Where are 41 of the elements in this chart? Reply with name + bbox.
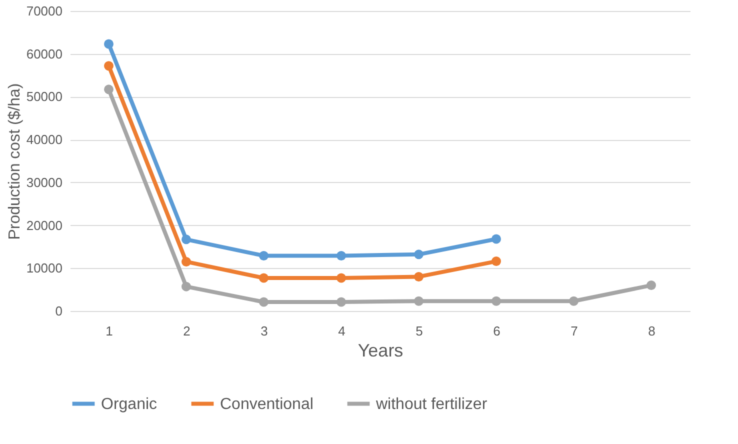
y-tick-label: 40000 xyxy=(26,132,62,148)
point xyxy=(259,297,268,307)
point xyxy=(569,296,578,306)
point xyxy=(104,39,114,49)
y-tick-label: 50000 xyxy=(26,89,62,104)
point xyxy=(336,250,346,260)
point xyxy=(646,280,656,290)
x-axis-title: Years xyxy=(358,340,404,360)
x-tick-label: 2 xyxy=(183,324,190,338)
x-tick-label: 7 xyxy=(570,324,578,338)
point xyxy=(104,61,114,71)
point xyxy=(336,273,346,283)
y-tick-label: 0 xyxy=(55,304,62,318)
point xyxy=(259,273,268,283)
x-tick-label: 4 xyxy=(338,324,346,338)
point xyxy=(182,282,191,292)
x-tick-label: 6 xyxy=(493,324,500,338)
x-tick-label: 5 xyxy=(416,324,423,338)
legend-label: without fertilizer xyxy=(375,396,488,413)
point xyxy=(414,250,424,260)
point xyxy=(182,256,191,266)
x-tick-label: 8 xyxy=(648,324,656,338)
point xyxy=(492,296,501,306)
x-tick-label: 3 xyxy=(260,324,268,338)
point xyxy=(492,256,501,266)
point xyxy=(104,84,114,94)
y-tick-label: 10000 xyxy=(26,260,62,276)
y-tick-label: 20000 xyxy=(26,218,62,233)
point xyxy=(336,297,346,307)
x-tick-label: 1 xyxy=(106,324,113,338)
point xyxy=(414,296,424,306)
y-tick-label: 30000 xyxy=(26,174,62,190)
y-axis-title: Production cost ($/ha) xyxy=(6,83,24,240)
y-tick-label: 70000 xyxy=(26,4,62,18)
point xyxy=(182,234,191,244)
point xyxy=(414,272,424,282)
point xyxy=(259,250,268,260)
legend-label: Conventional xyxy=(220,396,314,413)
legend-label: Organic xyxy=(101,396,158,413)
y-tick-label: 60000 xyxy=(26,46,62,62)
point xyxy=(492,234,501,244)
